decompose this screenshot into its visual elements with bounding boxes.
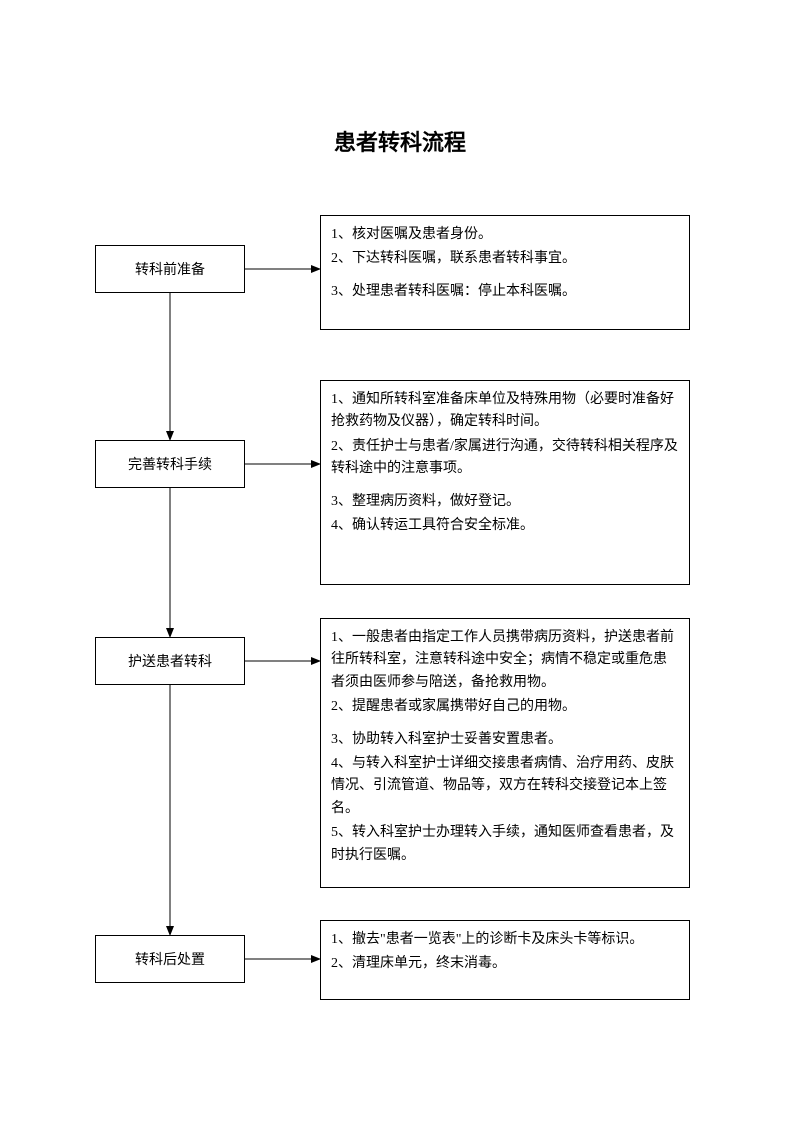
connector-lines xyxy=(0,0,800,1132)
